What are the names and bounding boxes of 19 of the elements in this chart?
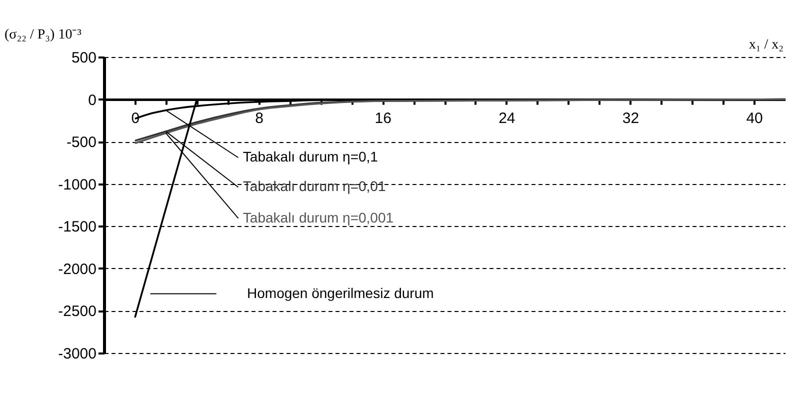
y-tick-label: -2500 xyxy=(58,303,96,320)
y-tick-label: -1000 xyxy=(58,176,96,194)
legend-label: Homogen öngerilmesiz durum xyxy=(247,284,434,301)
y-axis-title: (σ₂₂ / P₃) 10⁻³ xyxy=(4,28,82,42)
y-tick-label: -2000 xyxy=(58,260,96,278)
y-tick-label: -500 xyxy=(66,134,96,152)
y-tick-label: -3000 xyxy=(58,346,96,362)
x-tick-label: 40 xyxy=(746,110,763,127)
x-tick-label: 16 xyxy=(374,110,392,127)
text: Tabakalı durum η=0,001 xyxy=(242,209,394,226)
y-tick-label: 0 xyxy=(88,92,96,109)
x-tick-label: 32 xyxy=(622,110,640,127)
x-axis-title: x₁ / x₂ xyxy=(748,38,784,52)
x-tick-label: 24 xyxy=(498,110,516,127)
y-tick-label: -1500 xyxy=(58,218,96,236)
text: Tabakalı durum η=0,1 xyxy=(242,148,378,165)
y-tick-label: 500 xyxy=(71,50,96,66)
x-tick-label: 8 xyxy=(255,110,264,127)
text: Tabakalı durum η=0,01 xyxy=(242,178,386,194)
